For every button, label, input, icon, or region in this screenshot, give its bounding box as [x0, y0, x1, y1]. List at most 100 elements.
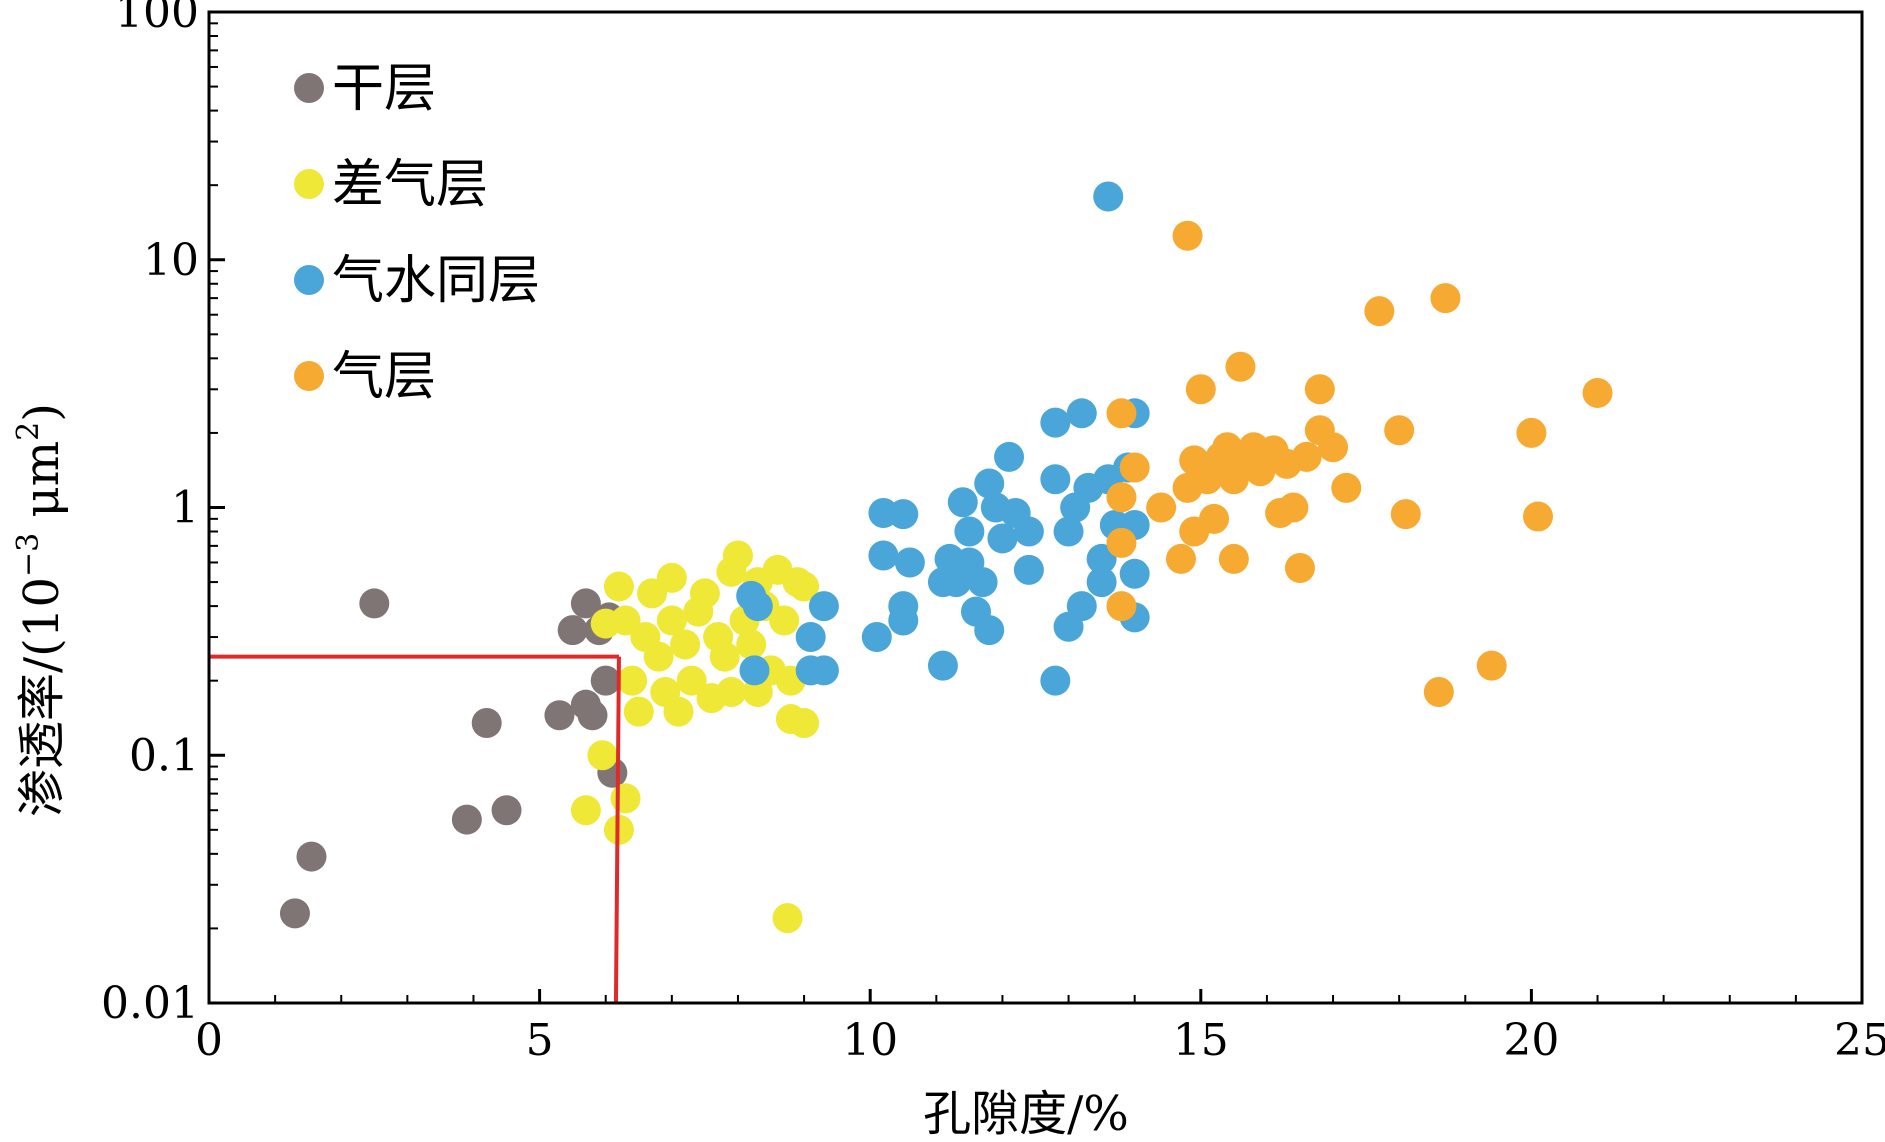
- data-point: [587, 740, 618, 771]
- data-point: [1304, 374, 1335, 405]
- data-point: [1384, 415, 1415, 446]
- data-point: [1430, 283, 1461, 314]
- y-tick-label: 0.1: [129, 730, 199, 781]
- data-point: [808, 591, 839, 622]
- legend-marker: [294, 361, 324, 391]
- data-point: [1218, 464, 1249, 495]
- y-axis-title: 渗透率/(10−3 μm2): [11, 403, 70, 817]
- data-point: [577, 700, 608, 731]
- data-point: [471, 707, 502, 738]
- legend-label: 气层: [332, 347, 436, 407]
- data-point: [927, 650, 958, 681]
- data-point: [1106, 398, 1137, 429]
- data-point: [894, 547, 925, 578]
- legend-label: 干层: [332, 59, 436, 119]
- data-point: [1165, 543, 1196, 574]
- y-tick-label: 1: [171, 483, 199, 534]
- data-point: [1066, 398, 1097, 429]
- data-point: [1218, 543, 1249, 574]
- data-point: [1119, 558, 1150, 589]
- data-point: [590, 665, 621, 696]
- data-point: [1582, 377, 1613, 408]
- cutoff-lines: [209, 654, 621, 1004]
- x-tick-label: 25: [1834, 1015, 1885, 1066]
- data-point: [656, 562, 687, 593]
- axis-ticks: 0 5 10 15 20 25 0.01 0.1 1 10 100: [101, 0, 1885, 1066]
- data-point: [1066, 591, 1097, 622]
- data-point: [1423, 677, 1454, 708]
- data-point: [954, 516, 985, 547]
- data-point: [676, 665, 707, 696]
- data-point: [1225, 351, 1256, 382]
- data-point: [617, 665, 648, 696]
- x-tick-label: 5: [526, 1015, 554, 1066]
- data-point: [722, 540, 753, 571]
- data-point: [603, 571, 634, 602]
- cutoff-line-vertical: [613, 656, 621, 1004]
- data-point: [1119, 452, 1150, 483]
- data-point: [1476, 650, 1507, 681]
- data-point: [689, 578, 720, 609]
- data-point: [544, 700, 575, 731]
- data-point: [1192, 464, 1223, 495]
- data-point: [736, 629, 767, 660]
- data-point: [663, 696, 694, 727]
- data-point: [279, 898, 310, 929]
- data-point: [610, 783, 641, 814]
- plot-frame: [207, 10, 1864, 1005]
- data-point: [491, 795, 522, 826]
- y-axis-title-main: 渗透率/(10: [14, 577, 70, 817]
- data-point: [1013, 516, 1044, 547]
- y-axis-title-sup1: −3: [11, 533, 46, 577]
- data-point: [623, 696, 654, 727]
- data-point: [739, 655, 770, 686]
- data-point: [709, 641, 740, 672]
- data-point: [1093, 181, 1124, 212]
- x-tick-label: 20: [1503, 1015, 1559, 1066]
- data-point: [716, 677, 747, 708]
- x-tick-label: 10: [842, 1015, 898, 1066]
- data-point: [1040, 665, 1071, 696]
- data-point: [772, 903, 803, 934]
- data-point: [1199, 503, 1230, 534]
- data-point: [610, 605, 641, 636]
- y-axis-title-sup2: 2: [11, 422, 46, 441]
- data-point: [1040, 464, 1071, 495]
- y-tick-label: 10: [143, 235, 199, 286]
- data-point: [974, 615, 1005, 646]
- data-point: [1185, 374, 1216, 405]
- data-point: [947, 487, 978, 518]
- y-axis-title-end: ): [14, 403, 70, 422]
- data-point: [795, 622, 826, 653]
- data-point: [888, 499, 919, 530]
- legend-marker: [294, 265, 324, 295]
- y-tick-label: 100: [115, 0, 199, 38]
- data-point: [1364, 296, 1395, 327]
- y-tick-label: 0.01: [101, 978, 199, 1029]
- data-point: [789, 571, 820, 602]
- data-point: [742, 591, 773, 622]
- data-point: [987, 523, 1018, 554]
- data-point: [1516, 417, 1547, 448]
- data-point: [1053, 516, 1084, 547]
- data-point: [570, 795, 601, 826]
- data-point: [1086, 543, 1117, 574]
- x-axis-title: 孔隙度/%: [923, 1086, 1129, 1142]
- data-point: [1013, 554, 1044, 585]
- x-tick-label: 0: [195, 1015, 223, 1066]
- data-point: [1284, 552, 1315, 583]
- x-tick-label: 15: [1173, 1015, 1229, 1066]
- data-point: [888, 605, 919, 636]
- data-point: [1291, 441, 1322, 472]
- data-point: [656, 605, 687, 636]
- legend-label: 气水同层: [332, 251, 540, 311]
- data-point: [994, 441, 1025, 472]
- data-point: [1106, 591, 1137, 622]
- data-point: [643, 641, 674, 672]
- data-point: [769, 605, 800, 636]
- data-point: [1523, 501, 1554, 532]
- data-point: [557, 615, 588, 646]
- legend-marker: [294, 73, 324, 103]
